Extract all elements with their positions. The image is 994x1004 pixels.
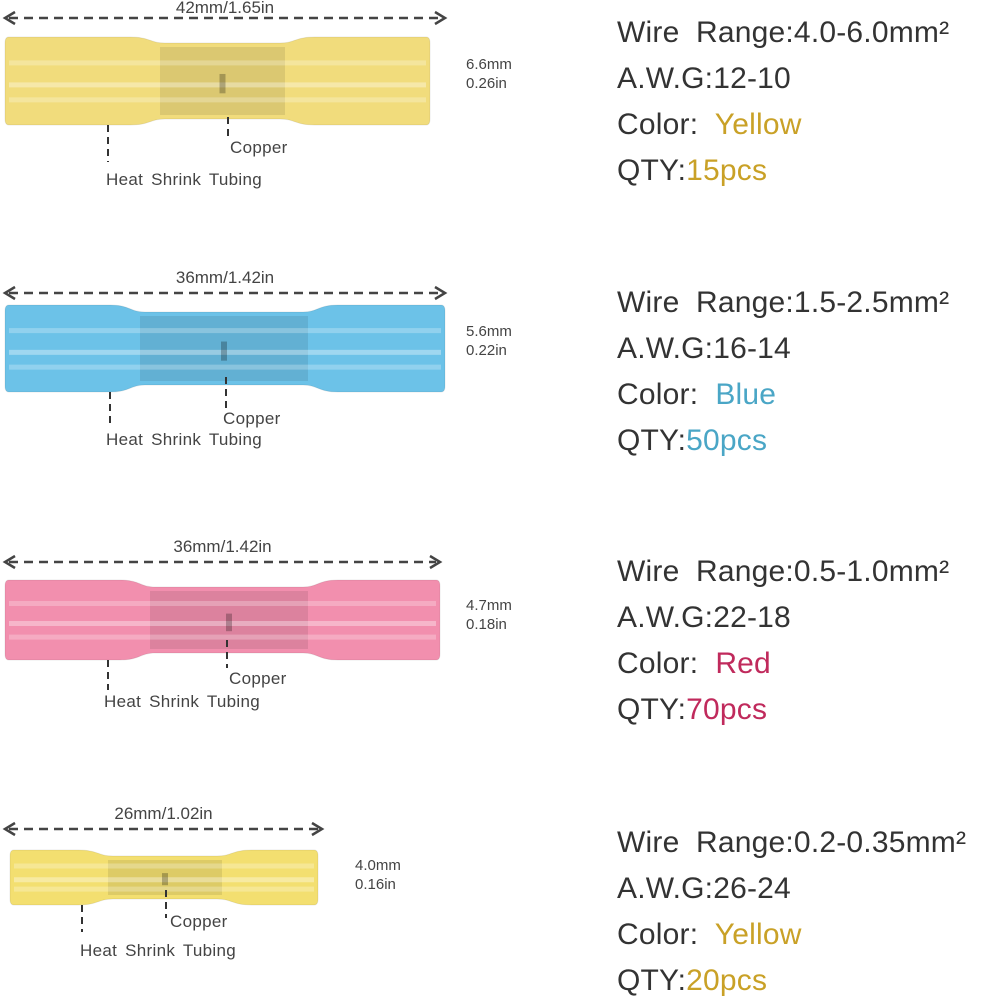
color-value: Yellow: [714, 918, 802, 951]
qty-row: QTY:15pcs: [617, 148, 949, 194]
color-row: Color: Yellow: [617, 912, 966, 958]
arrowhead-left-icon: [2, 285, 16, 301]
length-label: 26mm/1.02in: [114, 804, 213, 823]
diameter-label: 4.0mm 0.16in: [355, 856, 401, 894]
copper-label: Copper: [229, 669, 287, 688]
color-row: Color: Red: [617, 641, 949, 687]
diameter-mm: 5.6mm: [466, 323, 512, 340]
copper-barrel: [140, 316, 308, 381]
spec-block: Wire Range:4.0-6.0mm² A.W.G:12-10 Color: Y…: [617, 10, 949, 194]
color-row: Color: Blue: [617, 372, 949, 418]
qty-value: 20pcs: [686, 964, 768, 997]
tube-highlight: [14, 886, 314, 892]
tube-highlight: [14, 863, 314, 869]
tube-highlight: [9, 621, 436, 626]
tube-highlight: [9, 601, 436, 606]
diameter-mm: 4.0mm: [355, 857, 401, 874]
qty-value: 50pcs: [686, 424, 768, 457]
color-row: Color: Yellow: [617, 102, 949, 148]
qty-row: QTY:70pcs: [617, 687, 949, 733]
copper-seam: [162, 873, 168, 886]
qty-label: QTY:: [617, 424, 687, 457]
tubing-label: Heat Shrink Tubing: [106, 430, 262, 449]
length-label: 36mm/1.42in: [175, 268, 275, 287]
wire-range: Wire Range:1.5-2.5mm²: [617, 286, 950, 319]
length-label: 36mm/1.42in: [173, 537, 272, 556]
wire-range: Wire Range:0.5-1.0mm²: [617, 555, 950, 588]
qty-row: QTY:50pcs: [617, 418, 949, 464]
spec-block: Wire Range:0.5-1.0mm² A.W.G:22-18 Color: R…: [617, 549, 949, 733]
copper-barrel: [150, 591, 308, 649]
arrowhead-right-icon: [429, 554, 443, 570]
diameter-label: 5.6mm 0.22in: [466, 322, 512, 360]
copper-label: Copper: [170, 912, 228, 931]
qty-value: 70pcs: [686, 693, 768, 726]
wire-range: Wire Range:4.0-6.0mm²: [617, 16, 950, 49]
awg: A.W.G:16-14: [617, 332, 791, 365]
diameter-in: 0.26in: [466, 75, 507, 92]
diameter-in: 0.22in: [466, 342, 507, 359]
diameter-mm: 4.7mm: [466, 597, 512, 614]
diameter-in: 0.16in: [355, 876, 396, 893]
tube-highlight: [9, 328, 441, 334]
arrowhead-right-icon: [311, 821, 325, 837]
copper-seam: [219, 73, 226, 94]
color-value: Yellow: [714, 108, 802, 141]
diameter-mm: 6.6mm: [466, 56, 512, 73]
tube-highlight: [9, 97, 426, 103]
tubing-label: Heat Shrink Tubing: [106, 170, 262, 189]
copper-barrel: [108, 860, 222, 895]
diameter-label: 4.7mm 0.18in: [466, 596, 512, 634]
tube-highlight: [9, 634, 436, 640]
copper-seam: [221, 341, 227, 361]
length-label: 42mm/1.65in: [175, 0, 275, 17]
tubing-label: Heat Shrink Tubing: [104, 692, 260, 711]
arrowhead-left-icon: [2, 821, 16, 837]
copper-label: Copper: [230, 138, 288, 157]
qty-label: QTY:: [617, 964, 687, 997]
copper-label: Copper: [223, 409, 281, 428]
qty-value: 15pcs: [686, 154, 768, 187]
awg: A.W.G:26-24: [617, 872, 791, 905]
wire-range: Wire Range:0.2-0.35mm²: [617, 826, 967, 859]
arrowhead-left-icon: [2, 10, 16, 26]
arrowhead-right-icon: [434, 285, 448, 301]
qty-row: QTY:20pcs: [617, 958, 966, 1004]
spec-block: Wire Range:0.2-0.35mm² A.W.G:26-24 Color: …: [617, 820, 966, 1004]
awg: A.W.G:12-10: [617, 62, 791, 95]
copper-seam: [226, 613, 232, 632]
color-label: Color:: [617, 647, 699, 680]
diameter-label: 6.6mm 0.26in: [466, 55, 512, 93]
arrowhead-left-icon: [2, 554, 16, 570]
color-value: Blue: [715, 378, 777, 411]
qty-label: QTY:: [617, 693, 687, 726]
color-label: Color:: [617, 918, 699, 951]
copper-barrel: [160, 47, 285, 115]
tube-highlight: [9, 60, 426, 66]
color-label: Color:: [617, 378, 699, 411]
qty-label: QTY:: [617, 154, 687, 187]
tube-highlight: [14, 877, 314, 883]
tubing-label: Heat Shrink Tubing: [80, 941, 236, 960]
awg: A.W.G:22-18: [617, 601, 791, 634]
spec-block: Wire Range:1.5-2.5mm² A.W.G:16-14 Color: B…: [617, 280, 949, 464]
color-label: Color:: [617, 108, 699, 141]
diameter-in: 0.18in: [466, 616, 507, 633]
color-value: Red: [715, 647, 771, 680]
tube-highlight: [9, 349, 441, 355]
arrowhead-right-icon: [434, 10, 448, 26]
tube-highlight: [9, 82, 426, 88]
tube-highlight: [9, 364, 441, 370]
